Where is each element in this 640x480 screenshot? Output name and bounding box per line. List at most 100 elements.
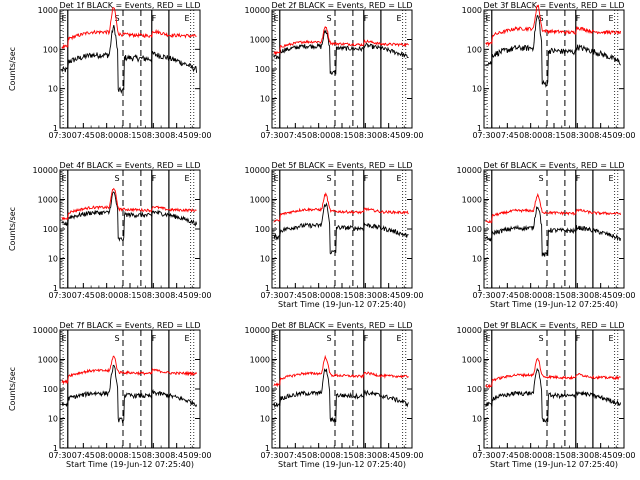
region-letter: S — [114, 334, 119, 343]
lld-series-line — [61, 187, 197, 221]
events-series-line — [61, 191, 198, 242]
y-tick-label: 10000 — [245, 6, 270, 15]
region-letter: E — [62, 334, 67, 343]
region-letter: F — [576, 334, 581, 343]
region-letter: E — [486, 334, 491, 343]
x-tick-label: 07:45 — [284, 131, 307, 140]
events-series-line — [273, 29, 409, 75]
x-tick-label: 09:00 — [188, 291, 211, 300]
x-tick-label: 07:30 — [48, 131, 71, 140]
y-tick-label: 10 — [472, 85, 482, 94]
region-letter: E — [608, 334, 613, 343]
y-tick-label: 10 — [48, 415, 58, 424]
x-tick-label: 08:15 — [118, 451, 141, 460]
y-tick-label: 1 — [477, 124, 482, 133]
region-letter: F — [152, 14, 157, 23]
plot-frame — [271, 329, 413, 449]
x-tick-label: 08:45 — [377, 451, 400, 460]
x-tick-label: 07:45 — [284, 451, 307, 460]
x-tick-label: 07:30 — [48, 451, 71, 460]
lld-series-line — [273, 354, 409, 388]
y-tick-label: 100 — [255, 65, 270, 74]
x-tick-label: 07:45 — [284, 291, 307, 300]
lld-series-line — [61, 355, 197, 385]
y-tick-label: 1 — [265, 124, 270, 133]
region-letter: F — [364, 174, 369, 183]
region-letter: S — [326, 14, 331, 23]
y-tick-label: 1 — [53, 124, 58, 133]
y-tick-label: 100 — [43, 385, 58, 394]
x-tick-label: 07:45 — [496, 451, 519, 460]
x-tick-label: 08:30 — [354, 451, 377, 460]
y-tick-label: 1 — [477, 284, 482, 293]
x-tick-label: 08:45 — [377, 291, 400, 300]
x-tick-label: 07:45 — [496, 131, 519, 140]
x-tick-label: 07:45 — [72, 131, 95, 140]
x-tick-label: 07:30 — [472, 291, 495, 300]
y-tick-label: 10000 — [457, 166, 482, 175]
y-tick-label: 100 — [467, 45, 482, 54]
x-tick-label: 08:00 — [95, 131, 118, 140]
panel-det-7: Det 7f BLACK = Events, RED = LLD E S F E 1 10 1… — [8, 321, 212, 469]
x-tick-label: 09:00 — [188, 451, 211, 460]
y-tick-label: 10 — [48, 255, 58, 264]
x-tick-label: 09:00 — [612, 131, 635, 140]
x-tick-label: 08:00 — [307, 131, 330, 140]
y-tick-label: 100 — [467, 225, 482, 234]
region-letter: S — [538, 334, 543, 343]
x-tick-label: 08:30 — [354, 291, 377, 300]
y-tick-label: 100 — [43, 45, 58, 54]
lld-series-line — [485, 357, 621, 389]
panel-title: Det 9f BLACK = Events, RED = LLD — [483, 321, 624, 330]
x-tick-label: 07:45 — [72, 451, 95, 460]
y-tick-label: 1000 — [250, 196, 270, 205]
x-tick-label: 08:30 — [566, 451, 589, 460]
panel-det-2: Det 2f BLACK = Events, RED = LLD E S F E 1 10 1… — [245, 1, 424, 140]
x-tick-label: 08:00 — [95, 451, 118, 460]
x-tick-label: 07:30 — [260, 131, 283, 140]
region-letter: S — [326, 334, 331, 343]
region-letter: F — [576, 174, 581, 183]
y-tick-label: 1000 — [250, 356, 270, 365]
region-letter: S — [538, 174, 543, 183]
panel-det-4: Det 4f BLACK = Events, RED = LLD E S F E 1 10 1… — [8, 161, 212, 300]
lld-series-line — [61, 7, 197, 50]
region-letter: E — [396, 14, 401, 23]
y-tick-label: 10 — [472, 255, 482, 264]
panel-title: Det 8f BLACK = Events, RED = LLD — [271, 321, 412, 330]
panel-det-1: Det 1f BLACK = Events, RED = LLD E S F E 1 10 1… — [8, 1, 212, 140]
y-tick-label: 10000 — [33, 326, 58, 335]
region-letter: E — [184, 334, 189, 343]
y-tick-label: 1000 — [38, 6, 58, 15]
plot-frame — [271, 9, 413, 129]
plot-frame — [483, 9, 625, 129]
y-tick-label: 1000 — [462, 6, 482, 15]
y-tick-label: 10000 — [245, 326, 270, 335]
panel-det-9: Det 9f BLACK = Events, RED = LLD E S F E 1 10 1… — [457, 321, 636, 469]
region-letter: E — [62, 174, 67, 183]
events-series-line — [273, 368, 409, 423]
y-tick-label: 100 — [467, 385, 482, 394]
events-series-line — [61, 24, 198, 95]
x-tick-label: 07:30 — [260, 451, 283, 460]
y-tick-label: 1000 — [38, 356, 58, 365]
x-axis-label: Start Time (19-Jun-12 07:25:40) — [278, 300, 406, 309]
region-letter: E — [396, 334, 401, 343]
plot-frame — [483, 329, 625, 449]
region-letter: F — [152, 174, 157, 183]
plot-frame — [59, 169, 201, 289]
x-tick-label: 07:30 — [472, 131, 495, 140]
x-tick-label: 07:30 — [472, 451, 495, 460]
y-tick-label: 10000 — [33, 166, 58, 175]
x-tick-label: 08:00 — [307, 291, 330, 300]
region-letter: F — [364, 334, 369, 343]
x-tick-label: 07:30 — [48, 291, 71, 300]
x-tick-label: 09:00 — [400, 291, 423, 300]
events-series-line — [485, 206, 622, 257]
panel-title: Det 7f BLACK = Events, RED = LLD — [59, 321, 200, 330]
x-tick-label: 08:45 — [165, 131, 188, 140]
panel-title: Det 4f BLACK = Events, RED = LLD — [59, 161, 200, 170]
x-tick-label: 08:45 — [165, 291, 188, 300]
region-letter: F — [576, 14, 581, 23]
lld-series-line — [273, 25, 409, 56]
